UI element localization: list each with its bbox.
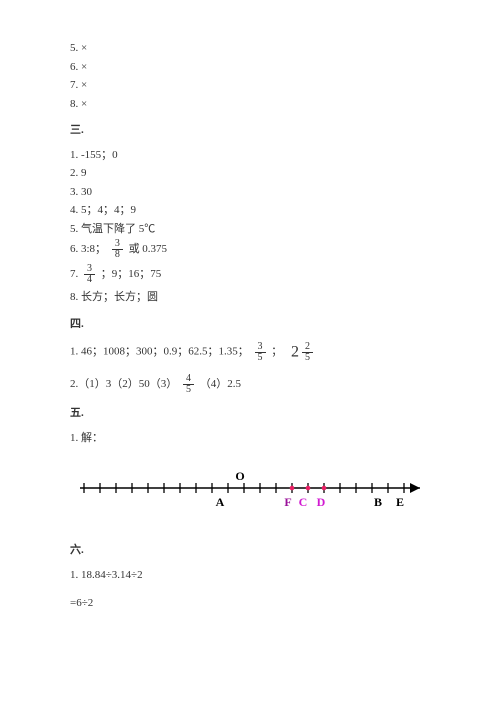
svg-text:F: F — [284, 495, 291, 509]
answer-item: 1. 解： — [70, 430, 430, 447]
answer-item-2: 2.（1）3（2）50（3） 4 5 （4）2.5 — [70, 374, 430, 395]
denominator: 5 — [302, 353, 313, 363]
section-3-heading: 三. — [70, 122, 430, 139]
svg-text:B: B — [374, 495, 382, 509]
text: 7. — [70, 268, 81, 280]
answer-item: 1. 18.84÷3.14÷2 — [70, 567, 430, 584]
mixed-number: 2 2 5 — [291, 346, 316, 358]
fraction: 3 8 — [112, 239, 123, 260]
list-item: 8. × — [70, 96, 430, 113]
denominator: 8 — [112, 250, 123, 260]
numerator: 3 — [255, 342, 266, 353]
text: ； — [271, 346, 282, 358]
text: 或 0.375 — [129, 243, 168, 255]
svg-text:D: D — [317, 495, 326, 509]
answer-item-6: 6. 3:8； 3 8 或 0.375 — [70, 239, 430, 260]
list-item: 5. × — [70, 40, 430, 57]
answer-item: 5. 气温下降了 5℃ — [70, 221, 430, 238]
answer-item: 1. -155；0 — [70, 147, 430, 164]
answer-item: 2. 9 — [70, 165, 430, 182]
answer-item: 8. 长方；长方；圆 — [70, 289, 430, 306]
svg-text:O: O — [235, 469, 244, 483]
section-4-heading: 四. — [70, 316, 430, 333]
list-item: 7. × — [70, 77, 430, 94]
list-item: 6. × — [70, 59, 430, 76]
answer-item-1: 1. 46；1008；300；0.9；62.5；1.35； 3 5 ； 2 2 … — [70, 340, 430, 364]
answer-item: =6÷2 — [70, 595, 430, 612]
numerator: 2 — [302, 342, 313, 353]
text: 1. 46；1008；300；0.9；62.5；1.35； — [70, 346, 249, 358]
section-3-body: 1. -155；0 2. 9 3. 30 4. 5；4；4；9 5. 气温下降了… — [70, 147, 430, 306]
answer-item: 3. 30 — [70, 184, 430, 201]
text: 6. 3:8； — [70, 243, 106, 255]
fraction: 3 4 — [84, 264, 95, 285]
whole: 2 — [291, 343, 299, 360]
number-line-svg: OA FCD BE — [70, 464, 430, 514]
fraction: 2 5 — [302, 342, 313, 363]
top-list: 5. × 6. × 7. × 8. × — [70, 40, 430, 112]
section-5-heading: 五. — [70, 405, 430, 422]
svg-text:E: E — [396, 495, 404, 509]
svg-text:C: C — [299, 495, 308, 509]
denominator: 5 — [183, 385, 194, 395]
fraction: 4 5 — [183, 374, 194, 395]
answer-item: 4. 5；4；4；9 — [70, 202, 430, 219]
text: ；9；16；75 — [101, 268, 162, 280]
section-6-heading: 六. — [70, 542, 430, 559]
section-4-body: 1. 46；1008；300；0.9；62.5；1.35； 3 5 ； 2 2 … — [70, 340, 430, 395]
svg-text:A: A — [216, 495, 225, 509]
denominator: 4 — [84, 275, 95, 285]
text: （4）2.5 — [200, 378, 241, 390]
text: 2.（1）3（2）50（3） — [70, 378, 177, 390]
fraction: 3 5 — [255, 342, 266, 363]
number-line-diagram: OA FCD BE — [70, 464, 430, 524]
answer-item-7: 7. 3 4 ；9；16；75 — [70, 264, 430, 285]
denominator: 5 — [255, 353, 266, 363]
